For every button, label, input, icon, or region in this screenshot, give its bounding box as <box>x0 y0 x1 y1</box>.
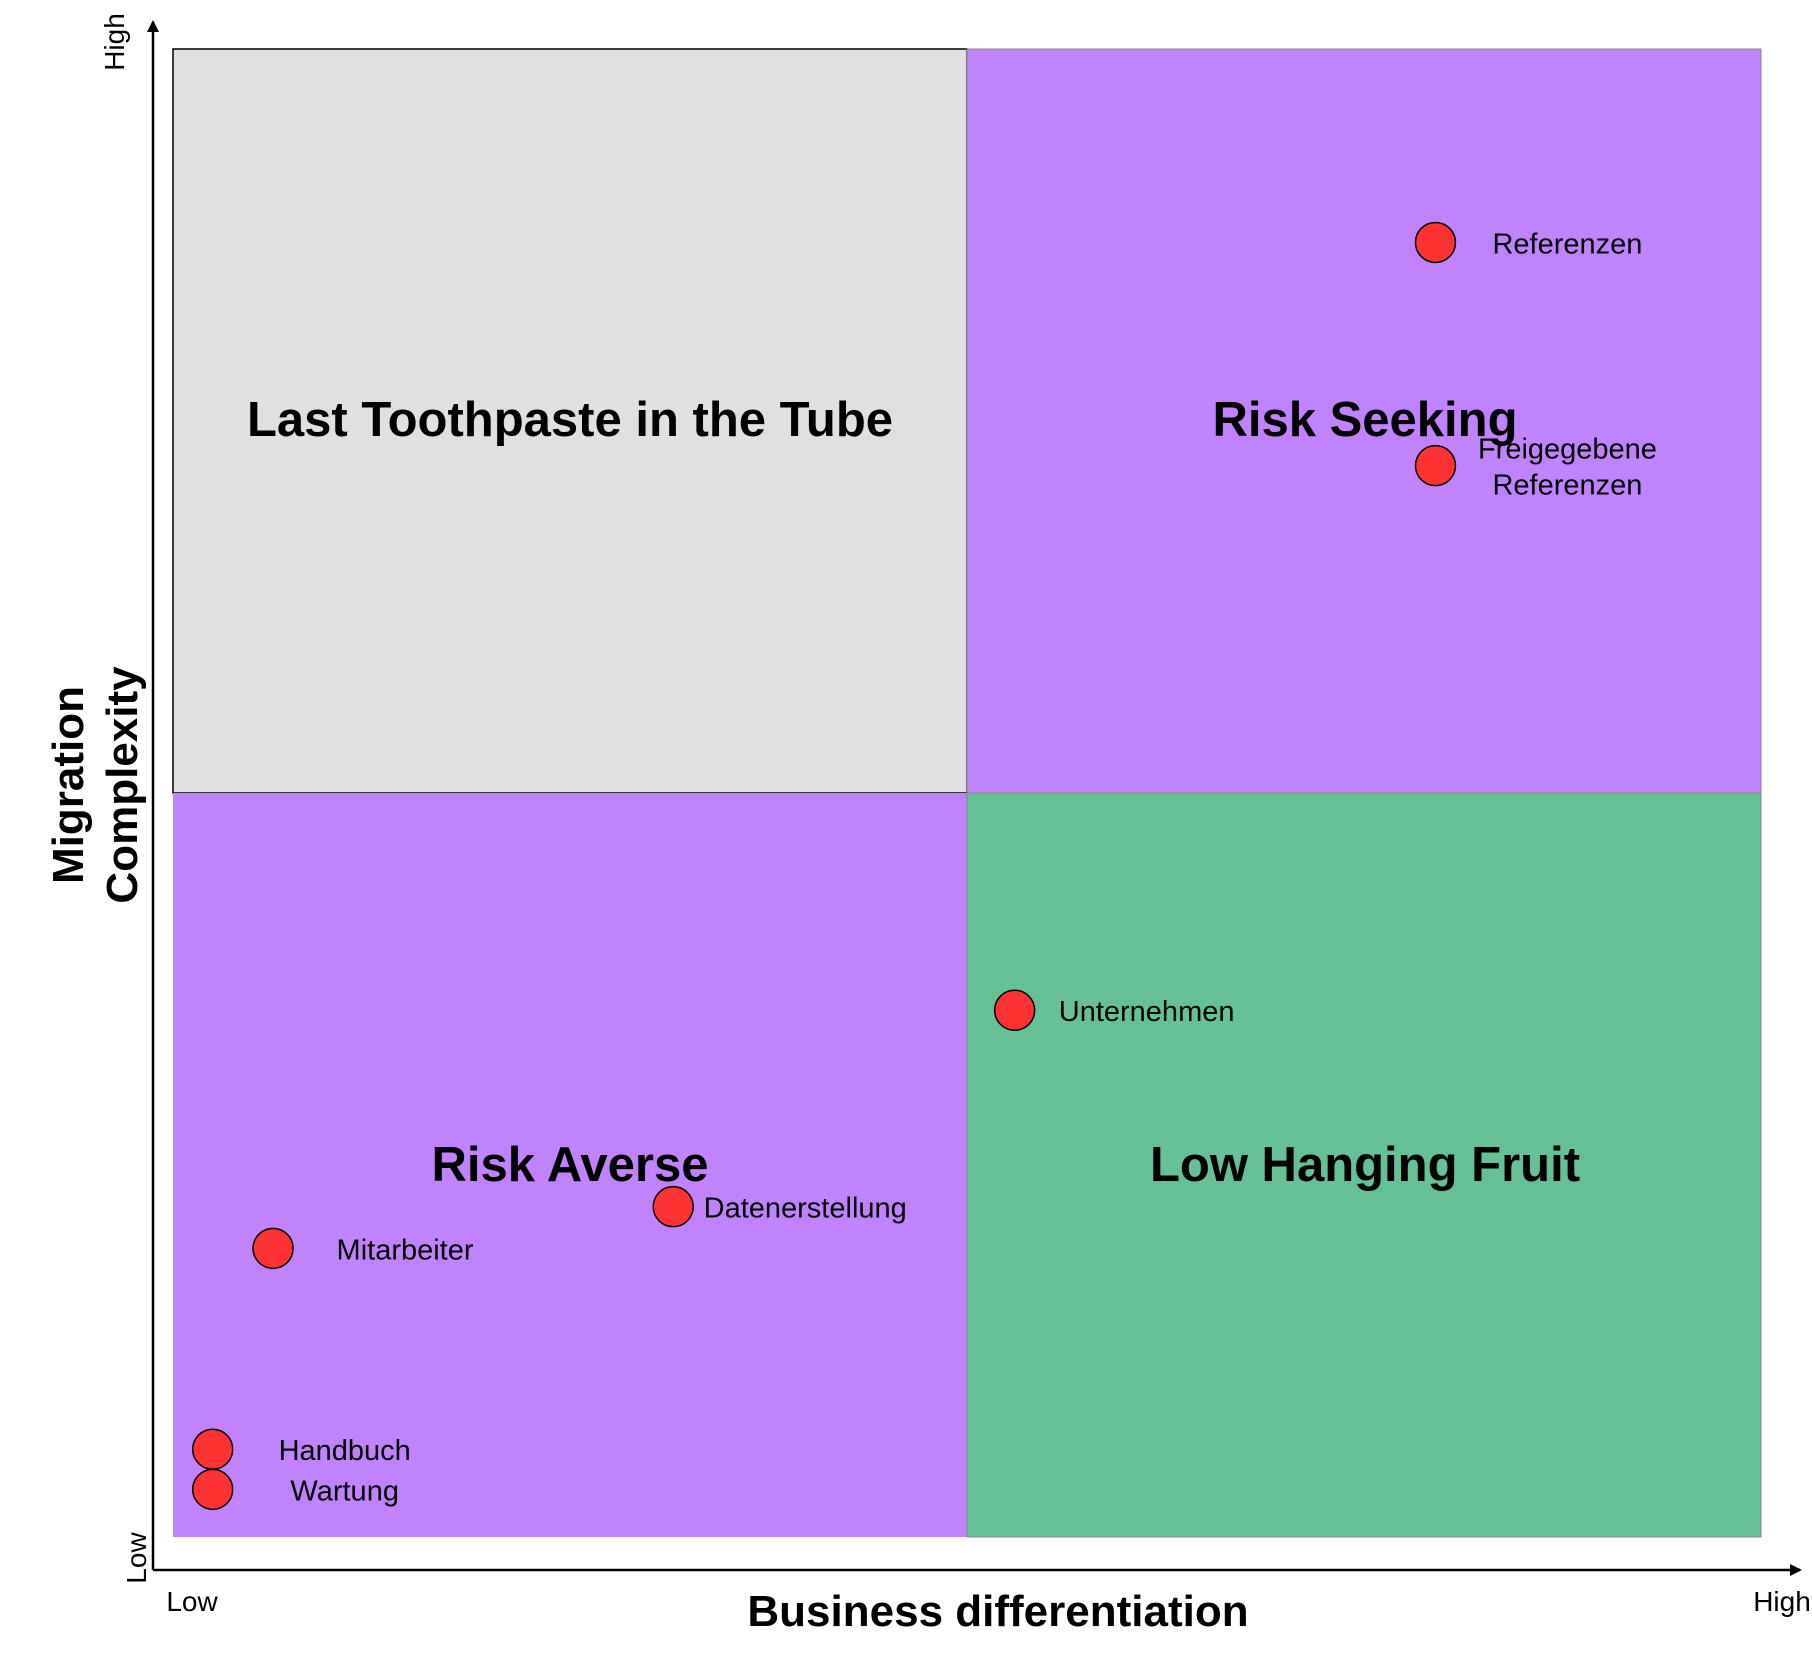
y-axis-title-line1: Migration <box>44 686 93 884</box>
quadrant-title-top-right: Risk Seeking <box>1212 393 1517 447</box>
data-point-marker <box>652 1185 694 1228</box>
quadrant-title-top-left: Last Toothpaste in the Tube <box>247 393 893 447</box>
x-axis-low-label: Low <box>166 1586 218 1617</box>
data-point-mitarbeiter: Mitarbeiter <box>252 1227 474 1270</box>
data-point-label: Datenerstellung <box>704 1193 907 1225</box>
data-point-label: Mitarbeiter <box>337 1234 474 1266</box>
quadrant-bottom-right <box>966 792 1762 1538</box>
data-point-marker <box>1414 221 1457 264</box>
data-point-label: Wartung <box>290 1475 399 1507</box>
y-axis-high-label: High <box>99 13 130 71</box>
data-point-freigegebene-referenzen: Freigegebene Referenzen <box>1414 434 1657 502</box>
y-axis-title-line2: Complexity <box>98 666 147 904</box>
data-point-unternehmen: Unternehmen <box>993 989 1235 1031</box>
data-point-marker <box>191 1428 234 1470</box>
data-point-label: Handbuch <box>279 1435 411 1467</box>
quadrant-title-bottom-right: Low Hanging Fruit <box>1150 1138 1580 1192</box>
data-point-handbuch: Handbuch <box>191 1428 411 1470</box>
data-point-wartung: Wartung <box>191 1468 399 1511</box>
data-point-label: Unternehmen <box>1059 996 1235 1028</box>
data-point-label: Freigegebene <box>1478 434 1657 466</box>
data-point-datenerstellung: Datenerstellung <box>652 1185 907 1228</box>
data-point-marker <box>191 1468 234 1511</box>
quadrant-title-bottom-left: Risk Averse <box>432 1138 709 1192</box>
data-point-referenzen: Referenzen <box>1414 221 1642 264</box>
quadrant-top-right <box>966 48 1762 794</box>
x-axis-high-label: High <box>1753 1586 1811 1617</box>
data-point-label: Referenzen <box>1492 228 1642 260</box>
data-point-marker <box>1414 444 1457 487</box>
data-point-marker <box>252 1227 294 1270</box>
x-axis-title: Business differentiation <box>747 1587 1248 1636</box>
data-point-label: Referenzen <box>1492 470 1642 502</box>
points-layer: Referenzen Freigegebene Referenzen Unterneh… <box>191 221 1657 1511</box>
quadrant-top-left <box>172 48 968 794</box>
data-point-marker <box>993 989 1036 1031</box>
quadrant-bottom-left <box>173 793 967 1537</box>
y-axis-low-label: Low <box>121 1532 152 1584</box>
